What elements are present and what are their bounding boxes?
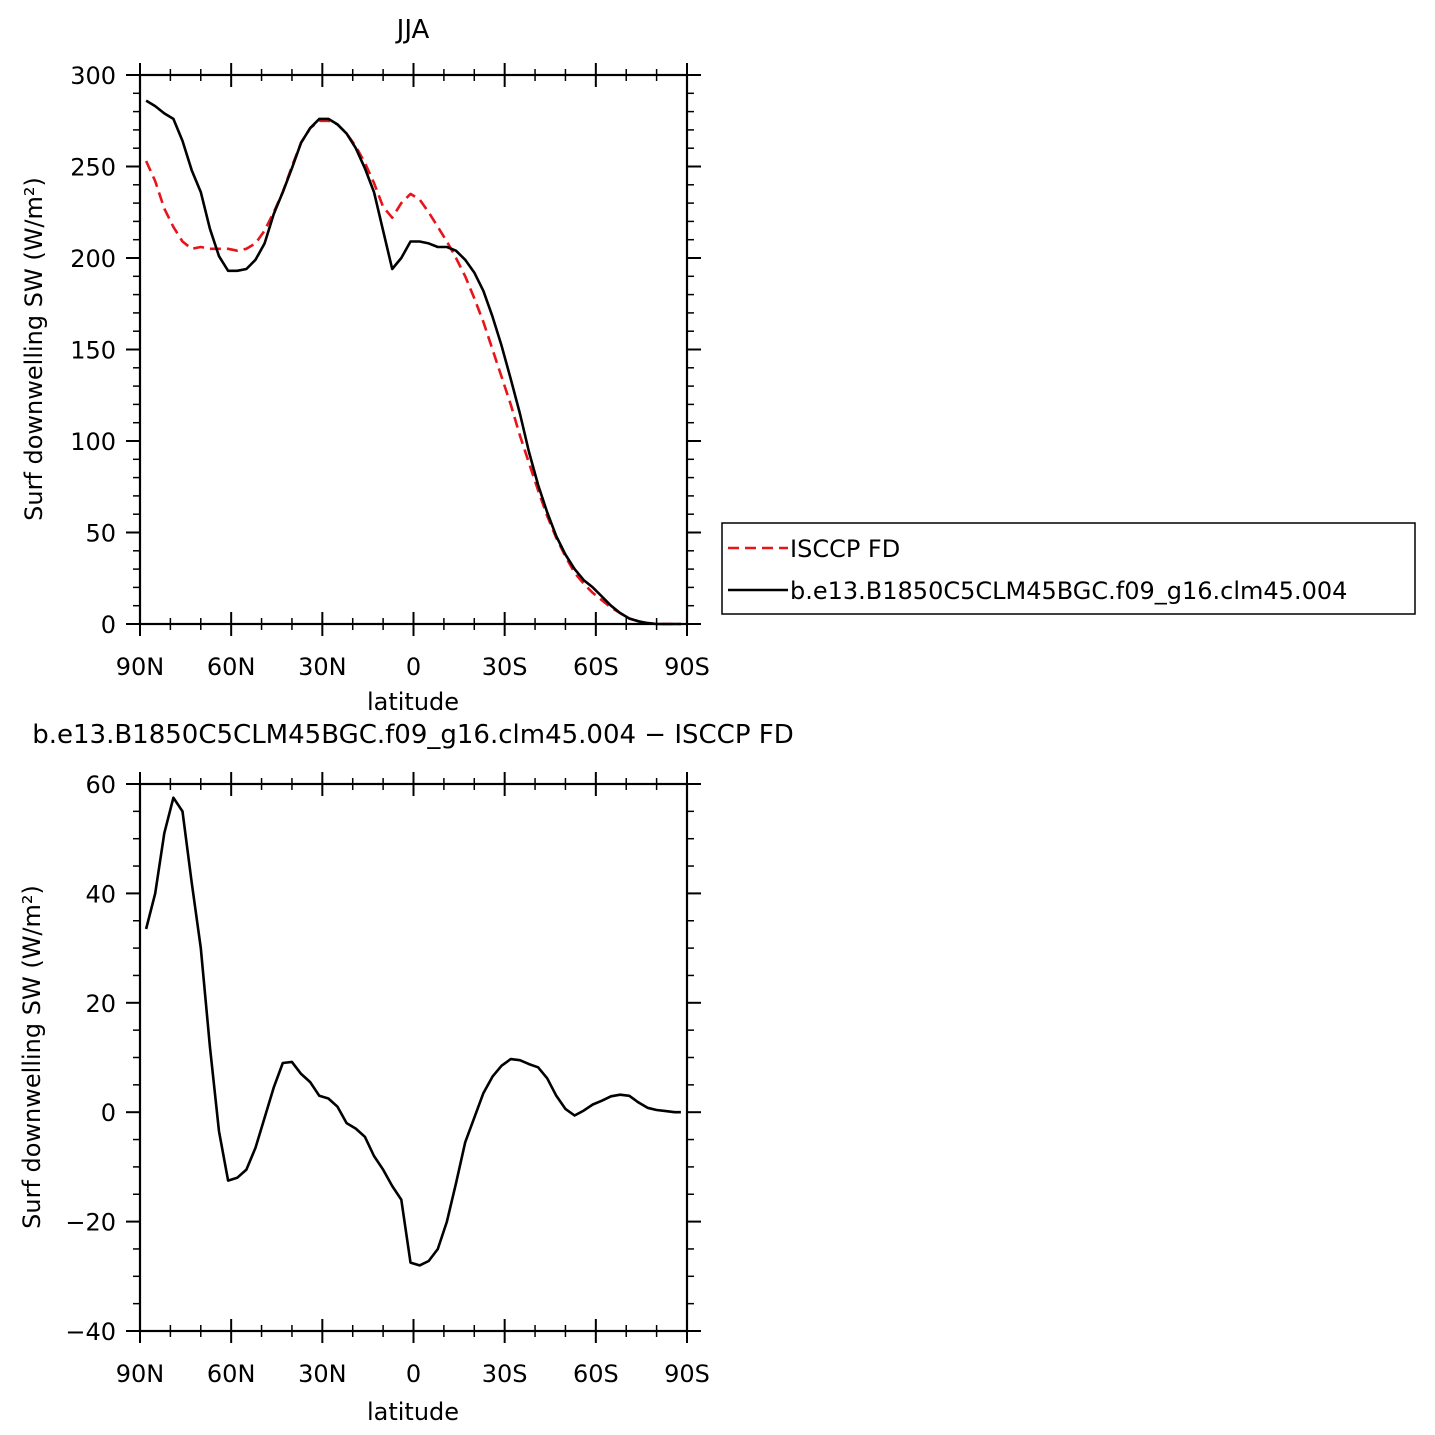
bottom-x-tick-label: 60N — [207, 1360, 256, 1388]
top-y-axis-label: Surf downwelling SW (W/m²) — [20, 177, 48, 521]
top-x-tick-label: 0 — [406, 653, 421, 681]
bottom-plot-area — [144, 796, 681, 1267]
legend-entry-model: b.e13.B1850C5CLM45BGC.f09_g16.clm45.004 — [790, 577, 1347, 605]
bottom-y-tick-label: 20 — [85, 990, 116, 1018]
bottom-y-tick-label: 0 — [101, 1099, 116, 1127]
top-axis-ticks: 90N 60N 30N 0 30S 60S 90S 0 50 100 150 200 250 300 — [70, 62, 710, 681]
top-x-tick-label: 30S — [482, 653, 528, 681]
top-y-tick-label: 0 — [101, 611, 116, 639]
bottom-y-tick-label: −40 — [65, 1318, 116, 1346]
bottom-axis-ticks: 90N 60N 30N 0 30S 60S 90S −40 −20 0 20 40 60 — [65, 771, 710, 1388]
bottom-chart-title: b.e13.B1850C5CLM45BGC.f09_g16.clm45.004 … — [32, 720, 794, 750]
top-y-tick-label: 300 — [70, 62, 116, 90]
top-series-line-1 — [145, 99, 681, 626]
top-x-axis-label: latitude — [367, 688, 459, 716]
legend-box — [721, 522, 1416, 615]
top-plot-frame — [138, 73, 689, 626]
bottom-plot-frame — [138, 782, 689, 1333]
top-series-line-0 — [144, 119, 681, 626]
top-y-tick-label: 100 — [70, 428, 116, 456]
bottom-y-tick-label: 60 — [85, 771, 116, 799]
legend-entry-isccp: ISCCP FD — [790, 535, 900, 563]
top-x-tick-label: 90S — [664, 653, 710, 681]
bottom-x-tick-label: 0 — [406, 1360, 421, 1388]
bottom-x-tick-label: 30N — [298, 1360, 347, 1388]
bottom-x-tick-label: 30S — [482, 1360, 528, 1388]
bottom-x-tick-label: 90N — [116, 1360, 165, 1388]
bottom-x-tick-label: 90S — [664, 1360, 710, 1388]
top-y-tick-label: 50 — [85, 520, 116, 548]
bottom-panel: b.e13.B1850C5CLM45BGC.f09_g16.clm45.004 … — [18, 720, 794, 1426]
top-x-tick-label: 60N — [207, 653, 256, 681]
bottom-series-line-0 — [144, 796, 681, 1267]
bottom-y-tick-label: 40 — [85, 880, 116, 908]
top-plot-area — [144, 99, 681, 626]
bottom-x-axis-label: latitude — [367, 1398, 459, 1426]
top-x-tick-label: 90N — [116, 653, 165, 681]
top-x-tick-label: 30N — [298, 653, 347, 681]
bottom-x-tick-label: 60S — [573, 1360, 619, 1388]
legend: ISCCP FD b.e13.B1850C5CLM45BGC.f09_g16.c… — [721, 522, 1416, 615]
bottom-y-axis-label: Surf downwelling SW (W/m²) — [18, 885, 46, 1229]
bottom-y-tick-label: −20 — [65, 1209, 116, 1237]
top-panel: JJA 90N 60N 30N 0 30S 60S 90S 0 50 100 150 200 250 30… — [20, 15, 710, 716]
top-chart-title: JJA — [395, 15, 430, 45]
top-y-tick-label: 150 — [70, 337, 116, 365]
top-y-tick-label: 200 — [70, 245, 116, 273]
top-y-tick-label: 250 — [70, 154, 116, 182]
top-x-tick-label: 60S — [573, 653, 619, 681]
